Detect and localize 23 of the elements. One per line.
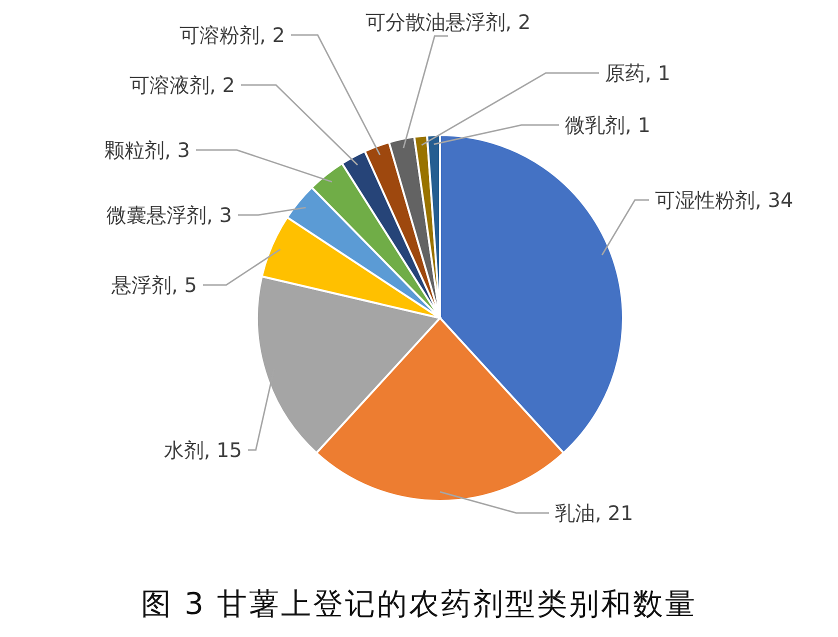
- data-label: , 1: [625, 113, 650, 137]
- data-label: , 3: [206, 203, 232, 227]
- slice-label: 悬浮剂: [110, 273, 172, 297]
- text: 图 3 甘薯上登记的农药剂型类别和数量: [140, 586, 698, 624]
- slice-label: 乳油: [555, 501, 595, 525]
- data-label: , 15: [204, 438, 242, 462]
- data-label: , 5: [172, 273, 197, 297]
- data-label: , 34: [755, 188, 794, 212]
- slice-label: 微乳剂: [565, 113, 625, 137]
- slice-label: 微囊悬浮剂: [106, 203, 207, 227]
- slice-label: 可分散油悬浮剂: [365, 10, 506, 34]
- data-label: , 2: [210, 73, 235, 97]
- data-label: , 2: [260, 23, 285, 47]
- slice-label: 可溶液剂: [130, 73, 210, 97]
- data-label: , 2: [505, 10, 531, 34]
- slice-label: 原药: [605, 61, 645, 85]
- data-label: , 3: [164, 138, 190, 162]
- data-label: , 21: [595, 501, 634, 525]
- slice-label: 水剂: [164, 438, 204, 462]
- slice-label: 可溶粉剂: [180, 23, 260, 47]
- slice-label: 可湿性粉剂: [655, 188, 755, 212]
- slice-label: 颗粒剂: [104, 138, 165, 162]
- data-label: , 1: [645, 61, 670, 85]
